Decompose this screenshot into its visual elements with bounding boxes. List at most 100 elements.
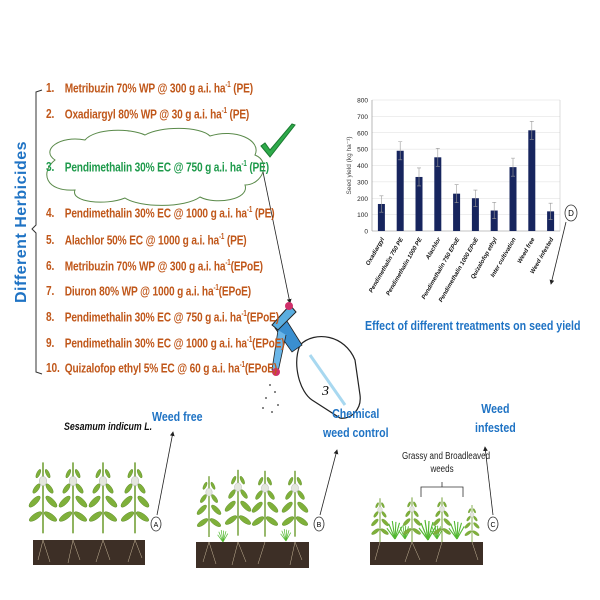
item-number: 9. xyxy=(46,335,55,351)
herbicide-item: 10. Quizalofop ethyl 5% EC @ 60 g a.i. ha… xyxy=(46,360,277,375)
marker-a: A xyxy=(154,522,159,529)
y-tick-label: 100 xyxy=(357,212,368,219)
panel-weed-free: A xyxy=(26,431,175,565)
item-timing: (PE) xyxy=(226,106,250,122)
item-name: Metribuzin 70% WP @ 300 g a.i. ha xyxy=(64,80,226,96)
error-bar xyxy=(511,157,515,177)
sprayer-bottle-icon: 3 xyxy=(262,302,361,419)
bar xyxy=(415,176,423,231)
bar xyxy=(396,150,404,231)
bar xyxy=(377,203,385,231)
item-timing: (EPoE) xyxy=(244,360,278,376)
marker-b: B xyxy=(317,522,322,529)
herbicide-item: 9. Pendimethalin 30% EC @ 1000 g a.i. ha-… xyxy=(46,335,285,351)
herbicide-item: 5. Alachlor 50% EC @ 1000 g a.i. ha-1 (PE… xyxy=(46,232,247,247)
bar xyxy=(453,193,461,231)
error-bar xyxy=(435,148,440,167)
error-bar xyxy=(417,167,421,187)
item-number: 7. xyxy=(46,283,55,299)
item-timing: (PE) xyxy=(224,232,247,248)
error-bar xyxy=(529,120,534,140)
checkmark-icon xyxy=(260,123,296,158)
weed-infested-line2: infested xyxy=(475,421,516,435)
panel-weed-infested: C xyxy=(369,446,499,565)
item-number: 1. xyxy=(46,80,55,96)
herbicide-item: 2. Oxadiargyl 80% WP @ 30 g a.i. ha-1 (PE… xyxy=(46,106,249,121)
item-name: Quizalofop ethyl 5% EC @ 60 g a.i. ha xyxy=(64,360,240,376)
bar xyxy=(547,211,555,231)
item-timing: (PE) xyxy=(252,205,275,221)
item-name: Pendimethalin 30% EC @ 750 g a.i. ha xyxy=(64,309,242,325)
chart-caption: Effect of different treatments on seed y… xyxy=(365,319,581,333)
item-name: Pendimethalin 30% EC @ 1000 g a.i. ha xyxy=(64,205,247,221)
bar xyxy=(490,210,498,231)
item-timing: (PE) xyxy=(230,80,253,96)
item-unit-exponent: -1 xyxy=(218,232,225,241)
item-unit-exponent: -1 xyxy=(241,309,247,318)
error-bar xyxy=(492,202,497,220)
item-name: Diuron 80% WP @ 1000 g a.i. ha xyxy=(64,283,214,299)
x-tick-label: Alachlor xyxy=(425,236,443,261)
weeds-label: Grassy and Broadleaved weeds xyxy=(402,450,491,476)
item-unit-exponent: -1 xyxy=(221,106,227,115)
chemical-control-label: Chemical weed control xyxy=(323,405,389,443)
item-number: 3. xyxy=(46,159,55,175)
y-tick-label: 600 xyxy=(357,130,368,137)
item-unit-exponent: -1 xyxy=(241,159,247,168)
item-number: 6. xyxy=(46,258,55,274)
x-tick-label: Weed free xyxy=(517,236,537,264)
chemical-control-line1: Chemical xyxy=(332,407,380,421)
error-bar xyxy=(398,141,403,161)
y-tick-label: 200 xyxy=(357,196,368,203)
bar xyxy=(471,198,479,231)
weed-infested-label: Weed infested xyxy=(475,400,516,438)
sprayer-label: 3 xyxy=(321,384,329,399)
herbicide-item: 3. Pendimethalin 30% EC @ 750 g a.i. ha-1… xyxy=(46,159,269,174)
y-tick-label: 400 xyxy=(357,163,368,170)
herbicide-item: 6. Metribuzin 70% WP @ 300 g a.i. ha-1(EP… xyxy=(46,258,263,273)
bar xyxy=(528,130,536,231)
item-unit-exponent: -1 xyxy=(225,80,231,89)
error-bar xyxy=(454,184,459,203)
item-number: 5. xyxy=(46,232,55,248)
item-number: 2. xyxy=(46,106,55,122)
item-unit-exponent: -1 xyxy=(246,205,253,214)
marker-d: D xyxy=(549,204,578,285)
item-timing: (EPoE) xyxy=(252,335,285,351)
y-tick-label: 800 xyxy=(357,98,368,105)
item-timing: (PE) xyxy=(246,159,270,175)
y-axis-title: Seed yield (kg ha⁻¹) xyxy=(346,137,353,195)
error-bar xyxy=(379,195,384,213)
weed-infested-line1: Weed xyxy=(481,402,510,416)
side-title: Different Herbicides xyxy=(13,140,30,303)
weeds-line2: weeds xyxy=(430,464,454,475)
item-name: Pendimethalin 30% EC @ 1000 g a.i. ha xyxy=(64,335,247,351)
item-name: Pendimethalin 30% EC @ 750 g a.i. ha xyxy=(64,159,242,175)
y-tick-label: 0 xyxy=(364,229,368,236)
bar xyxy=(509,167,517,231)
item-unit-exponent: -1 xyxy=(239,360,245,369)
y-tick-label: 500 xyxy=(357,147,368,154)
item-unit-exponent: -1 xyxy=(213,283,219,292)
herbicide-item: 7. Diuron 80% WP @ 1000 g a.i. ha-1(EPoE) xyxy=(46,283,251,298)
bar xyxy=(434,157,442,231)
weeds-line1: Grassy and Broadleaved xyxy=(402,451,491,462)
marker-d-label: D xyxy=(568,209,574,218)
herbicide-item: 4. Pendimethalin 30% EC @ 1000 g a.i. ha-… xyxy=(46,205,275,221)
weed-free-label: Weed free xyxy=(152,410,203,424)
item-timing: (EPoE) xyxy=(246,309,279,325)
marker-c: C xyxy=(490,522,495,529)
y-tick-label: 300 xyxy=(357,179,368,186)
item-number: 10. xyxy=(46,360,60,376)
seed-yield-chart: 0 100 200 300 400 500 600 700 800 Seed yield (kg … xyxy=(346,98,561,304)
error-bar xyxy=(473,189,478,207)
herbicide-bracket xyxy=(31,89,43,375)
x-tick-label: Pendimethalin 1000 PE xyxy=(386,236,425,297)
y-tick-label: 700 xyxy=(357,114,368,121)
chemical-control-line2: weed control xyxy=(323,426,389,440)
item-name: Oxadiargyl 80% WP @ 30 g a.i. ha xyxy=(64,106,222,122)
x-tick-label: Oxadiargyl xyxy=(365,237,386,267)
item-timing: (EPoE) xyxy=(218,283,251,299)
species-label: Sesamum indicum L. xyxy=(64,421,153,433)
